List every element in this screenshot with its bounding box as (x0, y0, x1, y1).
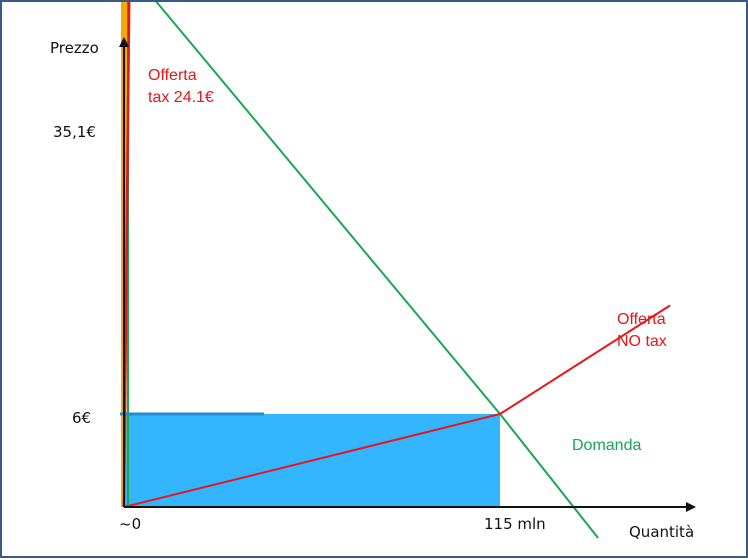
x-axis-title: Quantità (629, 523, 694, 541)
y-tick-label-35: 35,1€ (53, 123, 96, 141)
series-line-offerta-no-tax (123, 304, 671, 508)
label-offerta-notax-line1: Offerta (617, 311, 666, 328)
label-domanda: Domanda (572, 437, 641, 454)
series-line-offerta-tax (122, 2, 131, 508)
label-offerta-tax-line1: Offerta (148, 67, 197, 84)
y-axis-title: Prezzo (50, 39, 99, 57)
label-offerta-notax-line2: NO tax (617, 333, 667, 350)
label-offerta-tax-line2: tax 24.1€ (148, 89, 214, 106)
y-tick-label-6: 6€ (72, 409, 91, 427)
x-tick-label-115: 115 mln (484, 515, 546, 533)
x-tick-label-0: ~0 (119, 515, 141, 533)
